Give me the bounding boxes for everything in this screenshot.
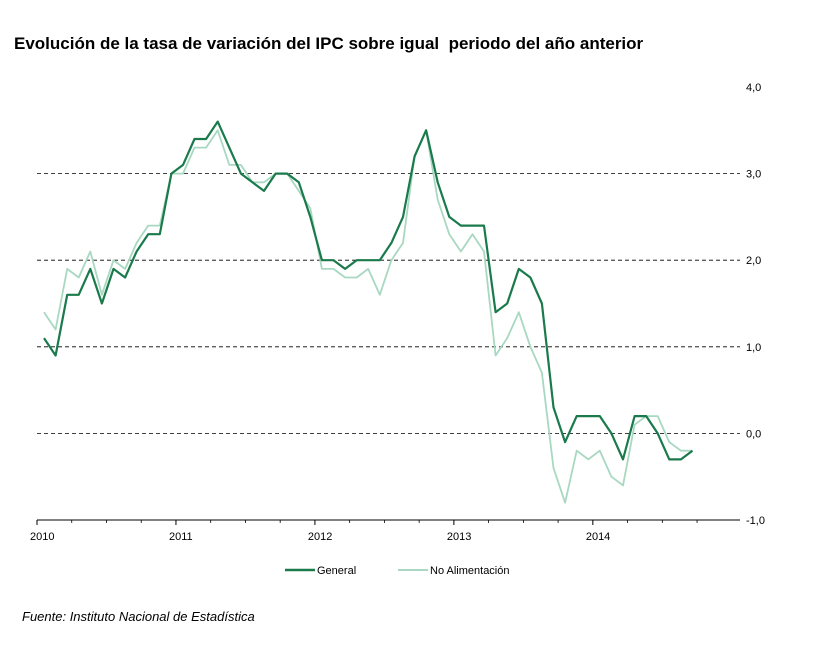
source-note: Fuente: Instituto Nacional de Estadístic… xyxy=(22,609,255,624)
legend-label: No Alimentación xyxy=(430,565,510,577)
x-axis: 2010 2011 2012 2013 2014 xyxy=(30,519,740,543)
x-tick-label: 2010 xyxy=(30,531,54,543)
series-line-no-alimentacion xyxy=(43,129,693,504)
legend: General No Alimentación xyxy=(285,565,510,577)
y-tick-label: 0,0 xyxy=(746,428,761,440)
x-tick-label: 2011 xyxy=(169,531,193,543)
y-tick-label: 4,0 xyxy=(746,82,761,94)
x-tick-label: 2014 xyxy=(586,531,610,543)
y-tick-label: 1,0 xyxy=(746,342,761,354)
y-axis-ticks: 4,0 3,0 2,0 1,0 0,0 -1,0 xyxy=(746,82,765,527)
grid-lines xyxy=(37,173,740,434)
x-tick-label: 2013 xyxy=(447,531,471,543)
y-tick-label: -1,0 xyxy=(746,515,765,527)
x-tick-label: 2012 xyxy=(308,531,332,543)
series-lines xyxy=(43,120,694,504)
series-line-general xyxy=(43,120,694,461)
chart-title: Evolución de la tasa de variación del IP… xyxy=(14,34,644,53)
y-tick-label: 2,0 xyxy=(746,255,761,267)
legend-label: General xyxy=(317,565,356,577)
y-tick-label: 3,0 xyxy=(746,169,761,181)
